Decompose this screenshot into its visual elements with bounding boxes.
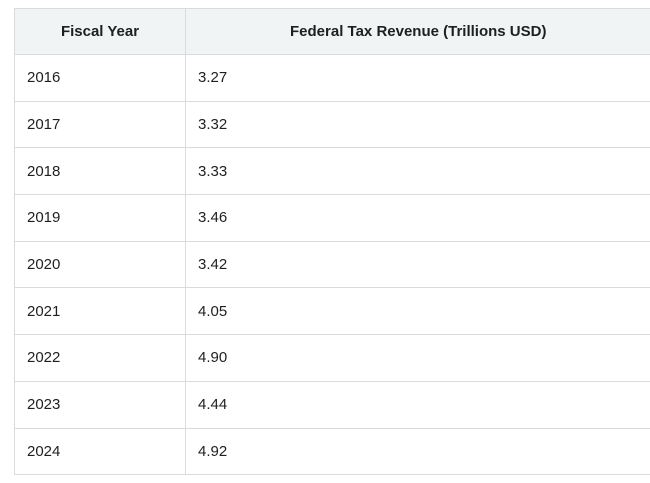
cell-fiscal-year: 2023	[14, 380, 186, 429]
cell-fiscal-year: 2019	[14, 194, 186, 242]
table-row: 2021 4.05	[14, 287, 650, 336]
table-row: 2024 4.92	[14, 427, 650, 476]
cell-revenue: 4.44	[185, 380, 650, 429]
revenue-table: Fiscal Year Federal Tax Revenue (Trillio…	[14, 8, 650, 476]
cell-fiscal-year: 2017	[14, 100, 186, 149]
header-federal-tax-revenue: Federal Tax Revenue (Trillions USD)	[185, 8, 650, 55]
table-row: 2018 3.33	[14, 147, 650, 196]
table-header: Fiscal Year Federal Tax Revenue (Trillio…	[14, 8, 650, 55]
cell-revenue: 3.46	[185, 194, 650, 242]
table-row: 2020 3.42	[14, 240, 650, 289]
cell-fiscal-year: 2016	[14, 54, 186, 102]
cell-fiscal-year: 2021	[14, 287, 186, 336]
cell-fiscal-year: 2022	[14, 334, 186, 382]
table-row: 2017 3.32	[14, 100, 650, 149]
cell-fiscal-year: 2020	[14, 240, 186, 289]
table-row: 2016 3.27	[14, 54, 650, 102]
table-row: 2023 4.44	[14, 380, 650, 429]
table-body: 2016 3.27 2017 3.32 2018 3.33 2019 3.46 …	[14, 54, 650, 476]
cell-revenue: 4.05	[185, 287, 650, 336]
cell-revenue: 3.42	[185, 240, 650, 289]
header-fiscal-year: Fiscal Year	[14, 8, 186, 55]
header-row: Fiscal Year Federal Tax Revenue (Trillio…	[14, 8, 650, 55]
cell-revenue: 3.33	[185, 147, 650, 196]
cell-revenue: 3.32	[185, 100, 650, 149]
cell-revenue: 4.92	[185, 427, 650, 476]
cell-revenue: 4.90	[185, 334, 650, 382]
table-row: 2019 3.46	[14, 194, 650, 242]
revenue-table-container: Fiscal Year Federal Tax Revenue (Trillio…	[14, 8, 650, 476]
cell-fiscal-year: 2024	[14, 427, 186, 476]
cell-fiscal-year: 2018	[14, 147, 186, 196]
cell-revenue: 3.27	[185, 54, 650, 102]
table-row: 2022 4.90	[14, 334, 650, 382]
